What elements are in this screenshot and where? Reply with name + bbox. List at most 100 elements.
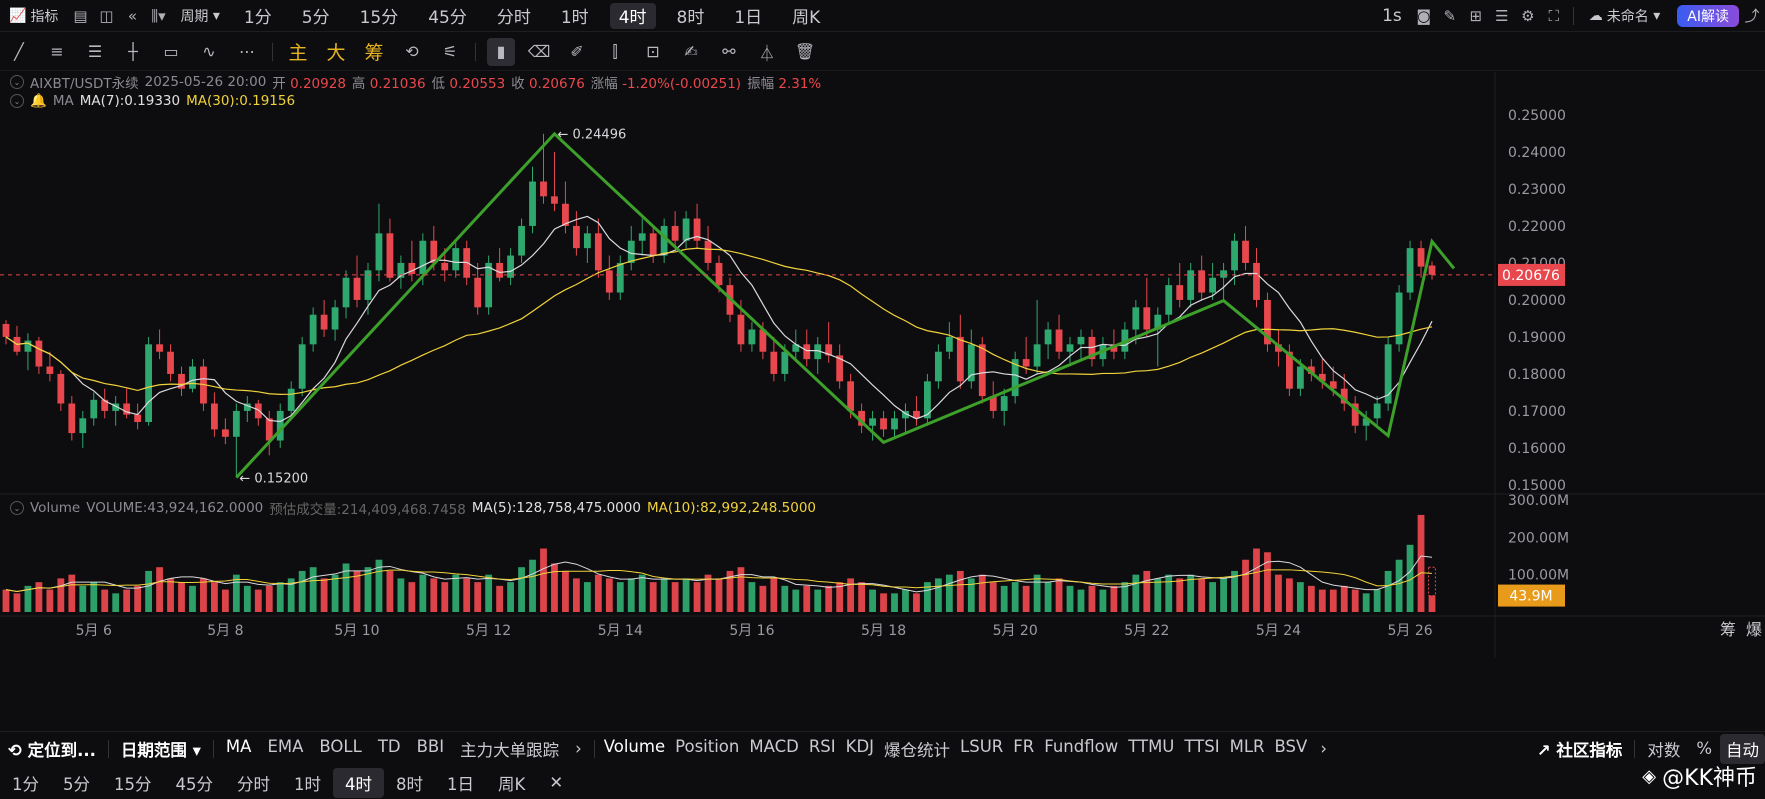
- locate-button[interactable]: ⟲ 定位到...: [0, 737, 104, 761]
- bottom-interval-tab[interactable]: 1日: [447, 774, 474, 794]
- period-dropdown[interactable]: 周期 ▾: [180, 7, 220, 25]
- sub-indicator-rsi[interactable]: RSI: [808, 736, 836, 756]
- add-window-icon[interactable]: ⊞: [1469, 6, 1483, 25]
- sub-indicator-position[interactable]: Position: [675, 736, 740, 756]
- link-icon[interactable]: ⚯: [722, 42, 736, 61]
- main-indicator-ema[interactable]: EMA: [267, 736, 304, 756]
- log-toggle[interactable]: 对数: [1647, 740, 1681, 760]
- price-chart[interactable]: 0.250000.240000.230000.220000.210000.200…: [0, 72, 1765, 730]
- sub-indicator-bsv[interactable]: BSV: [1274, 736, 1308, 756]
- main-indicator-ma[interactable]: MA: [225, 736, 252, 756]
- chart-line-icon: 📈: [9, 7, 27, 24]
- ai-interpret-button[interactable]: AI解读: [1677, 4, 1739, 27]
- filter-icon[interactable]: ⏃: [758, 43, 775, 63]
- wave-tool-icon[interactable]: ∿: [202, 42, 216, 61]
- interval-tab[interactable]: 周K: [792, 8, 821, 28]
- brush-icon[interactable]: ✐: [570, 42, 584, 61]
- main-force-button[interactable]: 主: [288, 42, 308, 64]
- collapse-icon[interactable]: ⌄: [10, 501, 24, 515]
- settings-icon[interactable]: ⚙: [1521, 6, 1535, 25]
- bottom-interval-tab[interactable]: 4时: [333, 767, 384, 798]
- interval-tab[interactable]: 15分: [359, 8, 399, 28]
- close-icon[interactable]: ✕: [549, 773, 564, 792]
- measure-icon[interactable]: ⚟: [442, 42, 458, 61]
- bookmark-icon[interactable]: ▮: [487, 37, 515, 66]
- trash-icon[interactable]: 🗑: [794, 42, 816, 61]
- volume-bar: [836, 582, 844, 612]
- magnet-icon[interactable]: ⟲: [405, 42, 419, 61]
- interval-1s[interactable]: 1s: [1382, 5, 1402, 26]
- sub-indicator-volume[interactable]: Volume: [603, 736, 666, 756]
- list-icon[interactable]: ☰: [1495, 6, 1509, 25]
- camera-icon[interactable]: ◙: [1416, 6, 1432, 25]
- fullscreen-icon[interactable]: ⛶: [1548, 6, 1560, 25]
- sub-indicator-macd[interactable]: MACD: [749, 736, 799, 756]
- interval-tab[interactable]: 8时: [676, 8, 705, 28]
- bottom-interval-tab[interactable]: 8时: [396, 774, 423, 794]
- bottom-interval-tab[interactable]: 5分: [63, 774, 90, 794]
- horizontal-line-icon[interactable]: ┼: [128, 42, 138, 61]
- rectangle-tool-icon[interactable]: ▭: [163, 42, 179, 61]
- interval-tab[interactable]: 45分: [428, 8, 467, 28]
- pencil-icon[interactable]: ✎: [1443, 6, 1457, 25]
- indicator-button[interactable]: 📈 指标: [0, 0, 67, 32]
- sub-indicator-爆仓统计[interactable]: 爆仓统计: [884, 740, 951, 760]
- bottom-interval-tab[interactable]: 周K: [498, 774, 526, 794]
- interval-tab[interactable]: 4时: [609, 2, 656, 29]
- auto-toggle[interactable]: 自动: [1720, 733, 1765, 764]
- interval-tab[interactable]: 1时: [560, 8, 589, 28]
- community-indicator-button[interactable]: ↗ 社区指标: [1529, 737, 1631, 761]
- percent-toggle[interactable]: %: [1696, 739, 1712, 758]
- interval-tab[interactable]: 1分: [243, 8, 272, 28]
- volume-bar: [726, 570, 734, 612]
- volume-bar: [145, 570, 153, 612]
- volume-bar: [1264, 552, 1271, 612]
- more-tools-icon[interactable]: ⋯: [239, 42, 255, 61]
- main-more-chevron-icon[interactable]: ›: [575, 739, 582, 758]
- account-dropdown[interactable]: ☁ 未命名 ▾: [1588, 7, 1661, 25]
- interval-tab[interactable]: 分时: [496, 8, 531, 28]
- fib-lines-icon[interactable]: ☰: [87, 42, 103, 61]
- interval-tab[interactable]: 1日: [734, 8, 763, 28]
- lock-icon[interactable]: ⊡: [646, 42, 660, 61]
- sub-indicator-ttmu[interactable]: TTMU: [1128, 736, 1175, 756]
- share-icon[interactable]: ⤴: [1744, 7, 1760, 25]
- eraser-icon[interactable]: ⌫: [527, 42, 551, 61]
- candlestick-type-icon[interactable]: ⫼▾: [151, 6, 166, 25]
- sub-indicator-mlr[interactable]: MLR: [1229, 736, 1265, 756]
- candle-tool-icon[interactable]: ⫿: [612, 41, 618, 61]
- bell-icon[interactable]: 🔔: [30, 93, 47, 109]
- layout-icon[interactable]: ◫: [99, 6, 114, 25]
- interval-tab[interactable]: 5分: [301, 8, 330, 28]
- main-indicator-td[interactable]: TD: [377, 736, 401, 756]
- candle-body: [397, 262, 405, 278]
- sub-more-chevron-icon[interactable]: ›: [1320, 739, 1327, 758]
- bottom-interval-tab[interactable]: 45分: [175, 774, 214, 794]
- date-range-dropdown[interactable]: 日期范围 ▾: [120, 740, 201, 760]
- sub-indicator-fr[interactable]: FR: [1013, 736, 1035, 756]
- sub-indicator-kdj[interactable]: KDJ: [845, 736, 875, 756]
- bottom-interval-tab[interactable]: 1时: [294, 774, 321, 794]
- bottom-interval-tab[interactable]: 1分: [12, 774, 39, 794]
- candle-body: [276, 410, 284, 441]
- rewind-icon[interactable]: «: [127, 6, 138, 25]
- bottom-interval-tab[interactable]: 15分: [114, 774, 152, 794]
- collapse-icon[interactable]: ⌄: [10, 94, 24, 108]
- bottom-interval-tab[interactable]: 分时: [237, 774, 270, 794]
- sub-indicator-fundflow[interactable]: Fundflow: [1044, 736, 1119, 756]
- sub-indicator-ttsi[interactable]: TTSI: [1184, 736, 1220, 756]
- main-indicator-主力大单跟踪[interactable]: 主力大单跟踪: [460, 740, 560, 760]
- sub-indicator-lsur[interactable]: LSUR: [960, 736, 1004, 756]
- volume-bar: [792, 589, 800, 612]
- trendline-tool-icon[interactable]: ╱: [14, 42, 24, 61]
- main-indicator-boll[interactable]: BOLL: [319, 736, 362, 756]
- parallel-lines-icon[interactable]: ≡: [50, 42, 64, 61]
- chip-button[interactable]: 筹: [364, 42, 384, 64]
- top-toolbar: 📈 指标 ▤ ◫ « ⫼▾ 周期 ▾ 1分 5分 15分 45分 分时 1时 4时 8时 1日 周…: [0, 0, 1765, 32]
- edit-list-icon[interactable]: ✍: [684, 42, 698, 61]
- collapse-icon[interactable]: ⌄: [10, 75, 24, 89]
- large-order-button[interactable]: 大: [326, 42, 346, 64]
- calendar-icon[interactable]: ▤: [73, 6, 88, 25]
- main-indicator-bbi[interactable]: BBI: [416, 736, 445, 756]
- candle-body: [1220, 270, 1227, 278]
